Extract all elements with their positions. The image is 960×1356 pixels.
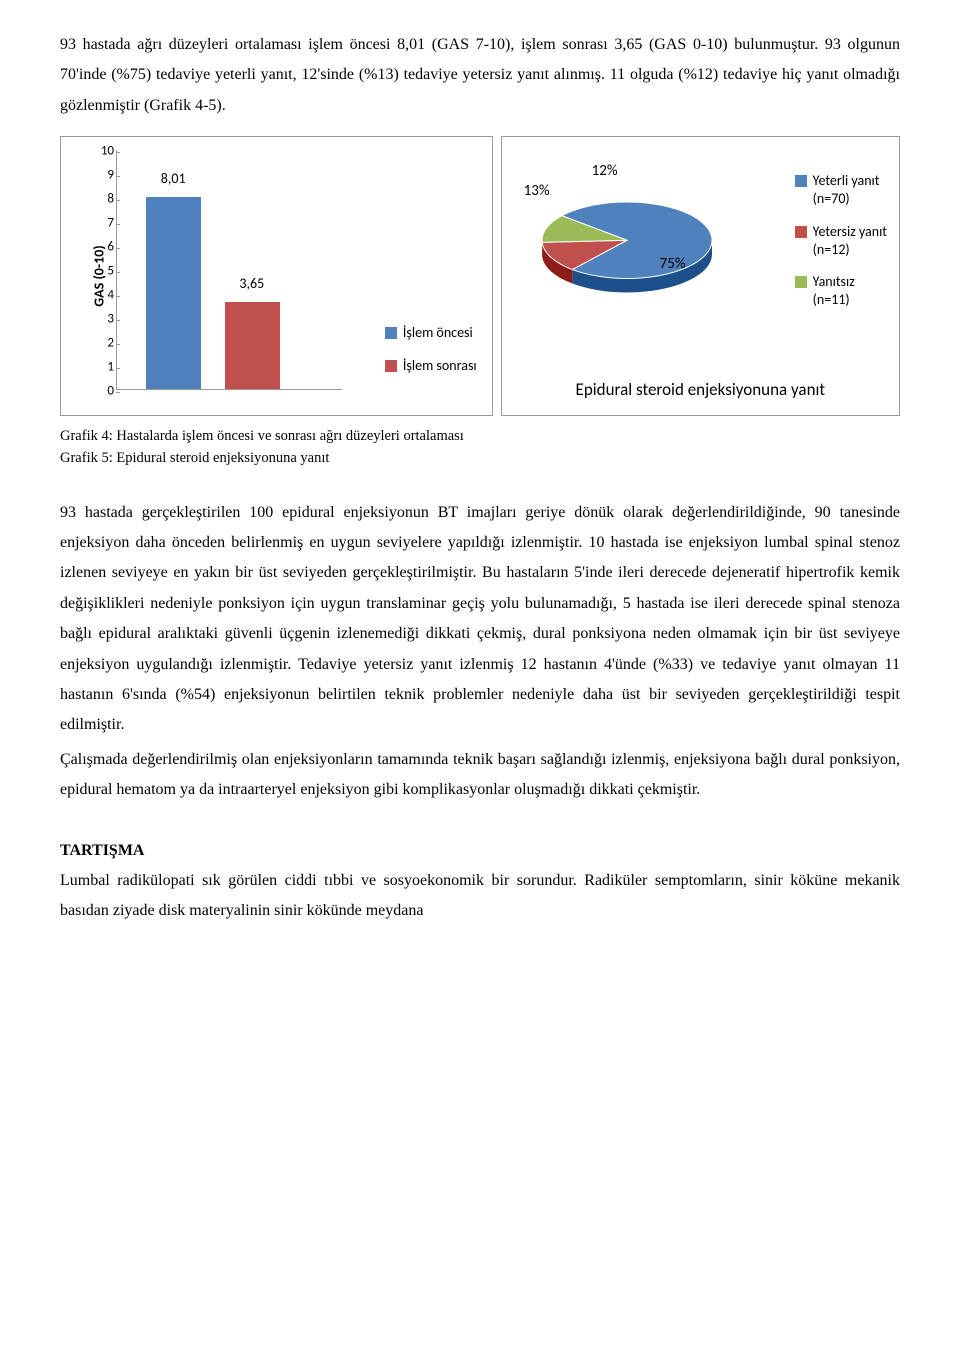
pie-plot-area: 75%13%12% — [532, 177, 722, 303]
pie-chart-panel: 75%13%12% Yeterli yanıt(n=70)Yetersiz ya… — [501, 136, 900, 416]
bar-ytick: 2 — [96, 332, 114, 357]
bar-ytick: 9 — [96, 164, 114, 189]
bar-ytick: 7 — [96, 212, 114, 237]
pie-legend-item: Yanıtsız(n=11) — [795, 273, 887, 309]
pie-legend-item: Yetersiz yanıt(n=12) — [795, 223, 887, 259]
pie-data-label: 13% — [524, 177, 550, 206]
discussion-heading: TARTIŞMA — [60, 836, 900, 866]
pie-data-label: 12% — [592, 157, 618, 186]
results-paragraph-1: 93 hastada gerçekleştirilen 100 epidural… — [60, 498, 900, 741]
caption-4: Grafik 4: Hastalarda işlem öncesi ve son… — [60, 426, 900, 448]
bar-ytick: 1 — [96, 356, 114, 381]
legend-label: İşlem sonrası — [403, 353, 477, 380]
pie-title: Epidural steroid enjeksiyonuna yanıt — [502, 380, 899, 400]
intro-paragraph: 93 hastada ağrı düzeyleri ortalaması işl… — [60, 30, 900, 121]
bar-ytick: 4 — [96, 284, 114, 309]
bar-plot-area: 8,01 3,65 — [116, 150, 342, 390]
figure-captions: Grafik 4: Hastalarda işlem öncesi ve son… — [60, 426, 900, 470]
bar-ytick: 5 — [96, 260, 114, 285]
discussion-paragraph: Lumbal radikülopati sık görülen ciddi tı… — [60, 866, 900, 927]
legend-label: Yetersiz yanıt(n=12) — [813, 223, 887, 259]
bar — [146, 197, 201, 389]
legend-swatch — [795, 175, 807, 187]
bar-ytick: 10 — [96, 140, 114, 165]
legend-label: Yeterli yanıt(n=70) — [813, 172, 880, 208]
bar-ytick: 8 — [96, 188, 114, 213]
pie-legend: Yeterli yanıt(n=70) Yetersiz yanıt(n=12) Y… — [795, 172, 887, 323]
bar-legend-item: İşlem sonrası — [385, 353, 477, 380]
bar-value-label: 8,01 — [161, 166, 186, 193]
bar-ytick: 0 — [96, 380, 114, 405]
legend-swatch — [385, 327, 397, 339]
bar-ytick: 3 — [96, 308, 114, 333]
legend-label: İşlem öncesi — [403, 320, 473, 347]
bar-chart-panel: GAS (0-10) 012345678910 8,013,65 İşlem ö… — [60, 136, 493, 416]
legend-swatch — [795, 276, 807, 288]
legend-label: Yanıtsız(n=11) — [813, 273, 855, 309]
bar-legend: İşlem öncesi İşlem sonrası — [385, 314, 477, 385]
pie-data-label: 75% — [660, 250, 686, 279]
bar — [225, 302, 280, 390]
results-paragraph-2: Çalışmada değerlendirilmiş olan enjeksiy… — [60, 745, 900, 806]
charts-row: GAS (0-10) 012345678910 8,013,65 İşlem ö… — [60, 136, 900, 416]
pie-legend-item: Yeterli yanıt(n=70) — [795, 172, 887, 208]
bar-legend-item: İşlem öncesi — [385, 320, 477, 347]
bar-ytick: 6 — [96, 236, 114, 261]
caption-5: Grafik 5: Epidural steroid enjeksiyonuna… — [60, 448, 900, 470]
bar-value-label: 3,65 — [239, 271, 264, 298]
legend-swatch — [795, 226, 807, 238]
legend-swatch — [385, 360, 397, 372]
